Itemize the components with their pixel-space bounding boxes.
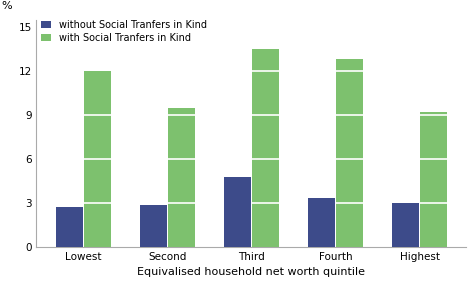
X-axis label: Equivalised household net worth quintile: Equivalised household net worth quintile <box>137 267 365 277</box>
Bar <box>392 203 419 247</box>
Bar <box>336 59 363 247</box>
Bar <box>224 177 251 247</box>
Bar <box>140 205 167 247</box>
Bar <box>84 71 110 247</box>
Bar <box>308 198 335 247</box>
Bar <box>168 108 195 247</box>
Bar <box>252 49 279 247</box>
Bar <box>56 207 83 247</box>
Bar <box>420 112 447 247</box>
Legend: without Social Tranfers in Kind, with Social Tranfers in Kind: without Social Tranfers in Kind, with So… <box>42 20 207 43</box>
Y-axis label: %: % <box>1 1 12 11</box>
